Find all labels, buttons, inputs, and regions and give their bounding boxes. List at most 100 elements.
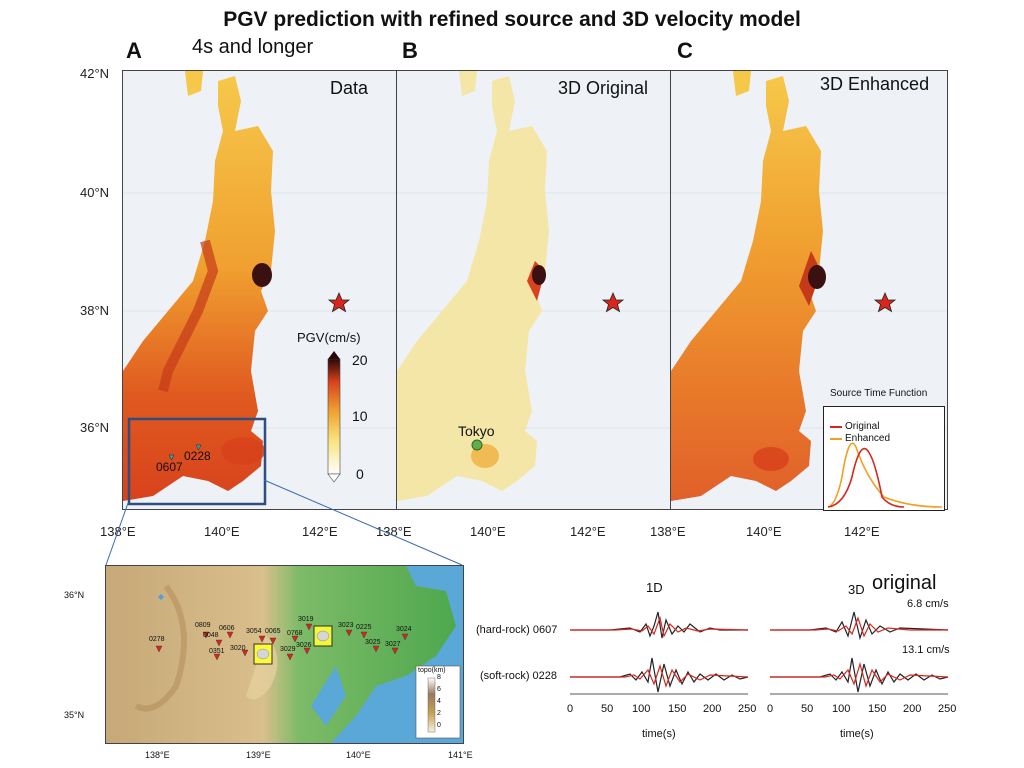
source-time-function-box [823,406,945,511]
panel-letter-a: A [126,38,142,63]
wf2-xtick-250: 250 [938,703,957,715]
inset-station-label-0768: 0768 [287,630,303,637]
wf2-xtick-50: 50 [801,703,814,715]
station-label-0607: 0607 [156,460,183,474]
stf-title: Source Time Function [830,388,928,399]
lon-tick-a-142: 142°E [302,524,338,539]
wf1-xtick-150: 150 [668,703,687,715]
waveform-row1-label: (hard-rock) 0607 [476,624,558,636]
inset-lon-138: 138°E [145,750,170,760]
lon-tick-a-140: 140°E [204,524,240,539]
colorbar-label: PGV(cm/s) [297,330,361,345]
lat-tick-42: 42°N [80,66,110,81]
wf1-xlabel: time(s) [642,728,676,740]
inset-station-label-0809: 0809 [195,622,211,629]
inset-station-3029 [286,653,294,661]
waveform-plots [570,611,949,695]
inset-station-3027 [391,647,399,655]
inset-station-label-0065: 0065 [265,628,281,635]
map-panel-b [396,70,672,510]
wf1-xtick-50: 50 [601,703,614,715]
inset-station-label-0048: 0048 [203,632,219,639]
topo-legend-label: topo(km) [418,667,446,674]
panel-c-title: 3D Enhanced [820,74,930,94]
inset-station-0065 [269,637,277,645]
map-panel-c [670,70,948,510]
inset-station-0768 [291,635,299,643]
lon-tick-a-138: 138°E [100,524,136,539]
wf1-xtick-200: 200 [703,703,722,715]
inset-station-label-3054: 3054 [246,628,262,635]
inset-station-3054 [258,635,266,643]
inset-lon-140: 140°E [346,750,371,760]
inset-station-0278 [155,645,163,653]
inset-station-3020 [241,649,249,657]
inset-station-label-3027: 3027 [385,641,401,648]
inset-station-label-0278: 0278 [149,636,165,643]
wf2-xtick-150: 150 [868,703,887,715]
inset-station-label-0351: 0351 [209,648,225,655]
waveform-row2-label: (soft-rock) 0228 [480,670,558,682]
inset-station-3025 [372,645,380,653]
inset-station-label-3025: 3025 [365,639,381,646]
wf2-xlabel: time(s) [840,728,874,740]
wf2-xtick-0: 0 [767,703,774,715]
topo-tick-0: 0 [437,722,441,729]
inset-station-label-3026: 3026 [296,642,312,649]
topo-tick-4: 4 [437,698,441,705]
lon-tick-b-138: 138°E [376,524,412,539]
inset-station-3026 [303,647,311,655]
inset-station-label-3023: 3023 [338,622,354,629]
subtitle: 4s and longer [192,36,314,58]
panel-letter-b: B [402,38,418,63]
station-marker-0228 [195,444,202,451]
inset-station-3019 [305,623,313,631]
tokyo-label: Tokyo [458,423,495,439]
station-marker-0607 [168,454,175,461]
wf1-xtick-250: 250 [738,703,757,715]
inset-station-label-0225: 0225 [356,624,372,631]
waveform-col1-title: 1D [646,580,663,595]
waveform-col2-title-big: original [872,572,937,594]
map-panel-a [122,70,398,510]
inset-lon-139: 139°E [246,750,271,760]
lon-tick-c-138: 138°E [650,524,686,539]
topo-legend-box [415,665,461,739]
inset-station-0809 [202,631,210,639]
panel-b-title: 3D Original [558,78,649,98]
inset-station-label-0606: 0606 [219,625,235,632]
lon-tick-b-142: 142°E [570,524,606,539]
star-epicenter-c [873,291,897,313]
colorbar-tick-10: 10 [352,408,368,424]
stf-enhanced-curve [827,442,943,508]
inset-station-0048 [215,639,223,647]
stf-original-curve [827,447,905,508]
panel-letter-c: C [677,38,693,63]
topo-tick-8: 8 [437,674,441,681]
wf1-xtick-100: 100 [632,703,651,715]
topo-tick-6: 6 [437,686,441,693]
stf-legend-original: Original [845,421,880,432]
colorbar [327,358,341,475]
lat-tick-38: 38°N [80,303,110,318]
station-label-0228: 0228 [184,449,211,463]
inset-station-label-3019: 3019 [298,616,314,623]
star-epicenter-a [327,291,351,313]
amplitude-label-1: 6.8 cm/s [907,598,949,610]
panel-a-title: Data [330,78,369,98]
topo-tick-2: 2 [437,710,441,717]
lat-tick-36: 36°N [80,420,110,435]
inset-lat-36: 36°N [64,590,85,600]
inset-station-0351 [213,653,221,661]
lat-tick-40: 40°N [80,185,110,200]
colorbar-tick-20: 20 [352,352,368,368]
wf2-xtick-100: 100 [832,703,851,715]
amplitude-label-2: 13.1 cm/s [902,644,950,656]
wf1-xtick-0: 0 [567,703,574,715]
wf2-xtick-200: 200 [903,703,922,715]
inset-station-0606 [226,631,234,639]
inset-lon-141: 141°E [448,750,473,760]
lon-tick-b-140: 140°E [470,524,506,539]
lon-tick-c-142: 142°E [844,524,880,539]
inset-topo-map [105,565,464,744]
